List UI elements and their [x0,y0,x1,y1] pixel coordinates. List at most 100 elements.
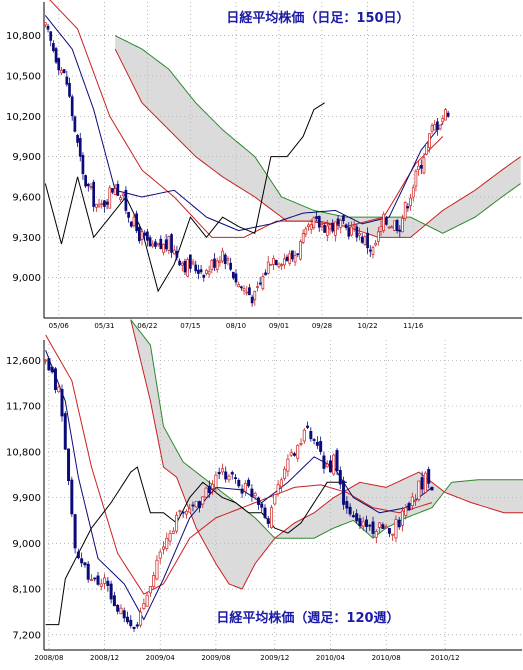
weekly-candle-body [325,463,329,468]
daily-candle-body [78,138,82,157]
weekly-candle-body [155,559,159,580]
daily-candle-body [137,227,141,242]
daily-candle-body [360,236,364,243]
daily-candle-body [194,264,198,272]
daily-candle-body [178,260,181,266]
daily-candle-body [430,125,434,132]
daily-candle-body [159,238,163,250]
weekly-kijun-line [45,334,433,595]
weekly-candle-body [368,524,372,527]
weekly-candle-body [63,413,67,450]
weekly-candle-body [194,500,198,508]
weekly-candle-body [89,579,93,581]
daily-candle-body [411,187,415,198]
weekly-candle-body [181,511,185,514]
weekly-y-tick-label: 7,200 [12,630,41,641]
daily-candle-body [417,165,420,171]
daily-candle-body [296,253,300,256]
daily-candle-body [385,217,388,225]
weekly-candle-body [266,518,270,524]
daily-candle-body [162,243,165,253]
daily-candle-body [301,233,305,243]
weekly-candle-body [214,474,218,488]
weekly-candle-body [217,471,221,475]
daily-candle-body [199,269,203,273]
daily-candle-body [320,224,324,228]
daily-candle-body [191,261,195,265]
weekly-candle-body [132,626,136,629]
weekly-candle-body [145,594,149,607]
daily-candle-body [285,256,289,261]
daily-candle-body [363,236,367,245]
weekly-candle-body [427,469,431,484]
weekly-x-tick-label: 2008/08 [34,654,63,662]
daily-x-tick-label: 06/22 [137,322,157,330]
weekly-candle-body [299,443,303,445]
weekly-candle-body [391,533,395,536]
daily-candle-body [140,231,144,240]
weekly-candle-body [103,577,107,584]
weekly-x-tick-label: 2009/12 [260,654,289,662]
daily-candle-body [368,249,372,252]
weekly-candle-body [315,441,319,446]
daily-candle-body [433,124,437,131]
daily-chart-title: 日経平均株価（日足：150日） [226,10,409,26]
daily-candle-body [52,43,55,52]
daily-candle-body [226,258,230,261]
weekly-x-tick-label: 2009/04 [146,654,176,662]
daily-candle-body [334,221,337,236]
daily-candle-body [170,234,173,253]
daily-candle-body [366,232,369,249]
daily-candle-body [81,155,85,175]
weekly-candle-body [148,586,152,594]
weekly-chikou-line [45,466,347,626]
weekly-candle-body [273,494,277,505]
daily-candle-body [325,225,329,236]
daily-candle-body [202,274,206,278]
weekly-candle-body [423,472,427,493]
daily-candle-body [167,236,171,251]
weekly-candle-body [263,507,267,518]
weekly-candle-body [96,575,100,585]
daily-candle-body [234,273,238,283]
weekly-candle-body [109,583,113,600]
daily-candle-body [180,262,184,266]
daily-candle-body [309,224,313,230]
daily-candle-body [403,202,407,219]
daily-candle-body [438,124,442,130]
daily-candle-body [124,189,128,211]
daily-candle-body [95,203,98,208]
weekly-kumo-cloud [130,319,523,590]
daily-candle-body [293,255,297,263]
weekly-candle-body [256,497,260,505]
daily-kijun-line [49,0,444,238]
daily-candle-body [266,261,270,274]
weekly-candle-body [152,575,156,588]
daily-candle-body [328,224,332,230]
daily-candle-body [119,197,122,201]
weekly-candle-body [240,488,244,494]
daily-candle-body [331,222,335,232]
daily-candle-body [103,200,106,207]
weekly-candle-body [224,471,228,480]
daily-candle-body [240,286,243,289]
weekly-candle-body [417,480,421,500]
daily-candle-body [111,188,114,193]
weekly-candle-body [387,528,391,534]
daily-candle-body [379,226,383,232]
daily-y-tick-label: 9,600 [12,192,41,203]
weekly-candle-body [76,551,80,559]
weekly-candle-body [47,358,51,371]
weekly-candle-body [220,468,224,473]
daily-candle-body [73,116,77,132]
weekly-candle-body [201,496,205,505]
daily-candle-body [65,76,69,85]
daily-candle-body [339,219,343,228]
weekly-candle-body [351,515,355,518]
weekly-candle-body [171,530,175,534]
weekly-candle-body [381,524,385,529]
daily-candle-body [127,211,130,218]
weekly-candle-body [410,496,414,507]
weekly-candle-body [135,624,139,627]
